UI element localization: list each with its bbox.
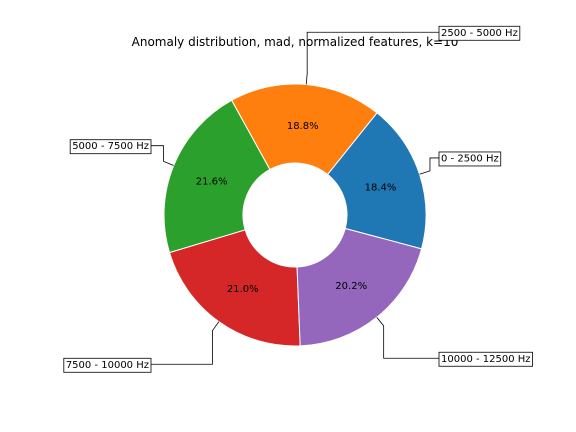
leader-line-2500-5000-hz xyxy=(305,31,439,85)
slice-10000-12500-hz xyxy=(296,227,423,347)
slice-label-box-7500-10000-hz xyxy=(63,357,152,373)
slice-2500-5000-hz xyxy=(230,83,378,176)
leader-line-10000-12500-hz xyxy=(376,317,439,359)
slice-label-box-10000-12500-hz xyxy=(438,351,533,367)
pct-label-10000-12500-hz: 20.2% xyxy=(335,281,367,292)
slice-label-7500-10000-hz: 7500 - 10000 Hz xyxy=(66,360,149,371)
pct-label-5000-7500-hz: 21.6% xyxy=(196,176,228,187)
slice-0-2500-hz xyxy=(326,112,427,250)
pct-label-2500-5000-hz: 18.8% xyxy=(287,121,319,132)
labels-group: 18.4% 0 - 2500 Hz 18.8% 2500 - 5000 Hz 21.6%… xyxy=(63,25,533,373)
pct-label-0-2500-hz: 18.4% xyxy=(365,183,397,194)
pct-label-7500-10000-hz: 21.0% xyxy=(227,284,259,295)
slice-label-box-5000-7500-hz xyxy=(69,139,152,155)
slice-7500-10000-hz xyxy=(168,229,301,347)
slice-label-box-0-2500-hz xyxy=(438,151,502,167)
leader-line-5000-7500-hz xyxy=(151,145,174,166)
chart-title: Anomaly distribution, mad, normalized fe… xyxy=(132,35,459,49)
slice-label-2500-5000-hz: 2500 - 5000 Hz xyxy=(441,28,518,39)
slice-5000-7500-hz xyxy=(163,99,271,254)
leader-line-0-2500-hz xyxy=(419,157,439,175)
slices-group xyxy=(163,83,427,347)
slice-label-5000-7500-hz: 5000 - 7500 Hz xyxy=(72,141,149,152)
slice-label-10000-12500-hz: 10000 - 12500 Hz xyxy=(441,354,531,365)
slice-label-0-2500-hz: 0 - 2500 Hz xyxy=(441,153,499,164)
leader-line-7500-10000-hz xyxy=(151,321,220,365)
slice-label-box-2500-5000-hz xyxy=(438,25,521,41)
